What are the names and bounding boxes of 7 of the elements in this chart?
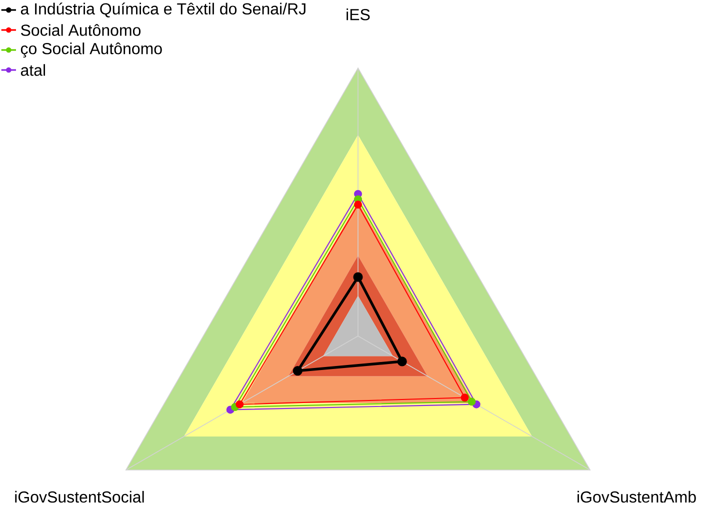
spoke-label: iGovSustentAmb (578, 490, 696, 503)
legend-label: a Indústria Química e Têxtil do Senai/RJ (20, 2, 306, 18)
legend-label: Social Autônomo (21, 24, 141, 36)
legend-label: ço Social Autônomo (20, 42, 162, 58)
spoke-label: iES (346, 8, 370, 20)
legend-label: atal (20, 64, 45, 76)
spoke-label: iGovSustentSocial (15, 490, 144, 503)
